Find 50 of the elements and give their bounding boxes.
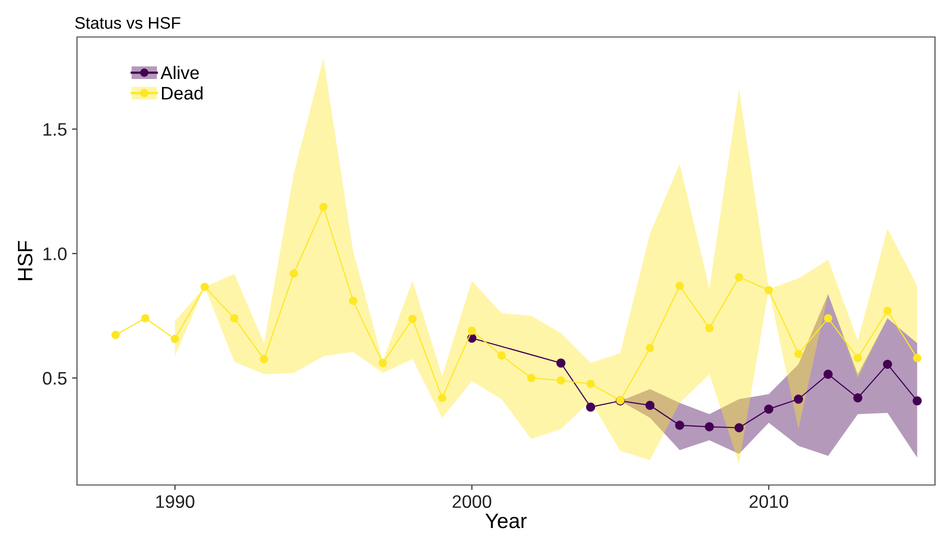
x-tick-label: 2000 bbox=[452, 495, 492, 508]
legend-label: Alive bbox=[160, 66, 199, 80]
point bbox=[912, 396, 922, 406]
y-tick-label: 1.5 bbox=[44, 123, 67, 136]
point bbox=[230, 314, 239, 322]
point bbox=[794, 394, 804, 404]
y-axis-title: HSF bbox=[18, 241, 33, 280]
point bbox=[111, 330, 120, 340]
x-tick-label: 2010 bbox=[750, 495, 788, 508]
point bbox=[438, 394, 446, 402]
point bbox=[556, 358, 566, 368]
point bbox=[200, 282, 209, 292]
point bbox=[290, 269, 298, 278]
point bbox=[170, 334, 180, 344]
point bbox=[348, 296, 358, 305]
point bbox=[556, 376, 566, 385]
point bbox=[704, 422, 714, 432]
point bbox=[468, 326, 476, 335]
point bbox=[141, 314, 150, 322]
y-tick-label: 0.5 bbox=[42, 372, 67, 385]
point bbox=[764, 286, 773, 294]
x-tick-label: 1990 bbox=[156, 495, 194, 508]
point bbox=[853, 393, 862, 402]
point bbox=[646, 344, 654, 352]
legend-label: Dead bbox=[162, 86, 203, 100]
point bbox=[319, 202, 328, 212]
point bbox=[408, 314, 417, 324]
point bbox=[676, 282, 684, 290]
point bbox=[260, 354, 268, 364]
point bbox=[527, 374, 536, 382]
point bbox=[378, 358, 387, 368]
point bbox=[675, 420, 684, 430]
point bbox=[824, 314, 832, 322]
y-tick-label: 1.0 bbox=[44, 247, 67, 260]
point bbox=[764, 404, 774, 414]
point bbox=[794, 350, 803, 358]
point bbox=[854, 354, 862, 362]
point bbox=[586, 380, 595, 388]
point bbox=[705, 324, 714, 332]
point bbox=[734, 423, 744, 432]
point bbox=[497, 351, 506, 360]
point bbox=[913, 354, 922, 362]
x-axis-title: Year bbox=[485, 514, 527, 528]
point bbox=[883, 306, 892, 315]
point bbox=[824, 370, 833, 379]
point bbox=[645, 400, 655, 410]
point bbox=[882, 360, 892, 369]
chart-title: Status vs HSF bbox=[75, 17, 180, 29]
point bbox=[734, 273, 744, 282]
point bbox=[586, 402, 596, 412]
